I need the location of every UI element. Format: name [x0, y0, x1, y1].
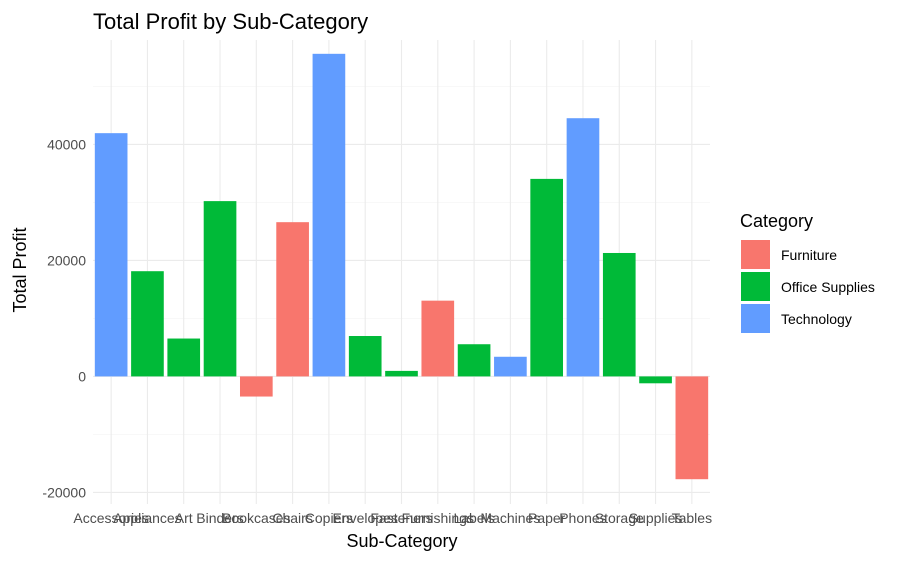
- legend-swatch: [741, 304, 770, 333]
- legend-label: Furniture: [781, 247, 837, 263]
- chart-title: Total Profit by Sub-Category: [93, 9, 368, 34]
- bar-supplies: [639, 376, 672, 384]
- x-tick-label: Chairs: [272, 510, 312, 526]
- legend-label: Office Supplies: [781, 279, 875, 295]
- bar-art: [167, 338, 201, 377]
- bar-machines: [494, 356, 527, 377]
- x-axis-title: Sub-Category: [346, 531, 457, 551]
- x-tick-label: Machines: [480, 510, 540, 526]
- legend-label: Technology: [781, 311, 852, 327]
- x-tick-label: Binders: [196, 510, 243, 526]
- bar-accessories: [94, 133, 128, 377]
- x-tick-label: Phones: [559, 510, 606, 526]
- bar-tables: [675, 376, 709, 480]
- bar-fasteners: [385, 370, 418, 377]
- bar-copiers: [312, 53, 346, 377]
- bars: [94, 53, 709, 480]
- x-tick-label: Tables: [672, 510, 712, 526]
- x-tick-label: Paper: [528, 510, 566, 526]
- x-tick-label: Fasteners: [370, 510, 432, 526]
- x-tick-label: Furnishings: [402, 510, 474, 526]
- x-tick-label: Copiers: [305, 510, 353, 526]
- legend-swatch: [741, 240, 770, 269]
- legend: Category Furniture Office Supplies Technol…: [740, 211, 875, 333]
- bar-labels: [457, 344, 491, 377]
- x-tick-label: Accessories: [73, 510, 148, 526]
- x-tick-label: Labels: [453, 510, 494, 526]
- y-axis-title: Total Profit: [10, 227, 30, 312]
- bar-furnishings: [421, 300, 455, 377]
- bar-binders: [203, 201, 237, 377]
- x-tick-label: Envelopes: [333, 510, 398, 526]
- x-tick-label: Appliances: [113, 510, 182, 526]
- x-tick-label: Bookcases: [222, 510, 290, 526]
- bar-storage: [602, 252, 636, 377]
- legend-title: Category: [740, 211, 813, 231]
- bar-appliances: [131, 271, 164, 377]
- bar-chairs: [276, 222, 309, 377]
- y-tick-label: 20000: [47, 252, 86, 268]
- y-tick-label: 0: [78, 368, 86, 384]
- x-tick-label: Supplies: [629, 510, 683, 526]
- x-tick-label: Art: [175, 510, 193, 526]
- bar-paper: [530, 178, 564, 377]
- bar-phones: [566, 118, 600, 377]
- y-tick-label: -20000: [42, 484, 86, 500]
- y-axis-ticks: -20000 0 20000 40000: [42, 136, 86, 500]
- bar-envelopes: [348, 336, 382, 377]
- x-tick-label: Storage: [595, 510, 644, 526]
- bar-bookcases: [239, 376, 273, 397]
- legend-swatch: [741, 272, 770, 301]
- y-tick-label: 40000: [47, 136, 86, 152]
